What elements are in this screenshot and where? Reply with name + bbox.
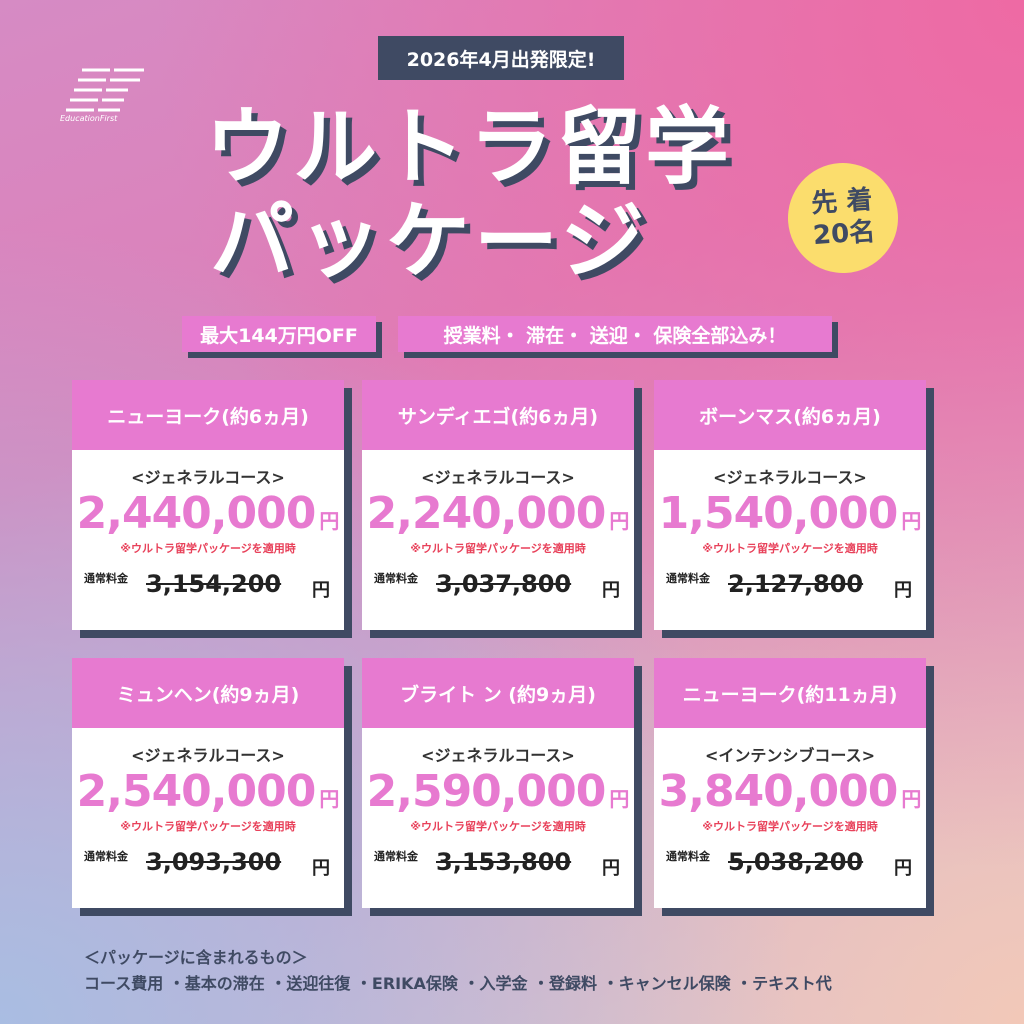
plan-price-yen: 円 [319,787,340,811]
plan-title: ブライト ン (約9ヵ月) [362,658,634,728]
regular-price-yen: 円 [602,580,620,601]
plan-course: <インテンシブコース> [704,746,875,765]
plan-price-yen: 円 [901,787,922,811]
plan-price: 2,540,000 [76,766,317,817]
plan-note: ※ウルトラ留学パッケージを適用時 [410,820,586,833]
regular-price-yen: 円 [894,580,912,601]
plan-price-yen: 円 [609,509,630,533]
plan-title: ニューヨーク(約6ヵ月) [72,380,344,450]
plan-title: サンディエゴ(約6ヵ月) [362,380,634,450]
plan-price-yen: 円 [901,509,922,533]
first-come-label: 先 着 [810,184,874,220]
ef-logo [66,68,144,112]
regular-price: 3,153,800 [436,848,572,876]
plan-title: ミュンヘン(約9ヵ月) [72,658,344,728]
plan-course: <ジェネラルコース> [131,468,285,487]
discount-tag: 最大144万円OFF [182,316,376,352]
regular-price-label: 通常料金 [666,850,710,863]
logo-tagline: EducationFirst [60,114,118,123]
plan-price: 2,240,000 [366,488,607,539]
included-tag: 授業料・ 滞在・ 送迎・ 保険全部込み！ [398,316,832,352]
plan-note: ※ウルトラ留学パッケージを適用時 [410,542,586,555]
plan-price-yen: 円 [319,509,340,533]
main-title-line1: ウルトラ留学 [205,98,734,196]
regular-price-label: 通常料金 [84,850,128,863]
plan-note: ※ウルトラ留学パッケージを適用時 [702,542,878,555]
regular-price: 3,154,200 [146,570,282,598]
first-come-badge: 先 着 20名 [784,159,902,277]
regular-price-label: 通常料金 [374,850,418,863]
plan-price: 3,840,000 [658,766,899,817]
main-title-line2: パッケージ [210,192,649,290]
plan-card: ニューヨーク(約6ヵ月) <ジェネラルコース> 2,440,000 円 ※ウルトラ… [72,380,344,630]
first-come-count: 20名 [812,216,877,252]
plan-price-yen: 円 [609,787,630,811]
regular-price: 3,037,800 [436,570,572,598]
plan-card: ボーンマス(約6ヵ月) <ジェネラルコース> 1,540,000 円 ※ウルトラ留… [654,380,926,630]
plan-course: <ジェネラルコース> [421,468,575,487]
plan-price: 1,540,000 [658,488,899,539]
plan-price: 2,590,000 [366,766,607,817]
included-items: コース費用 ・基本の滞在 ・送迎往復 ・ERIKA保険 ・入学金 ・登録料 ・キ… [84,974,832,993]
plan-card: ブライト ン (約9ヵ月) <ジェネラルコース> 2,590,000 円 ※ウルト… [362,658,634,908]
plan-title: ニューヨーク(約11ヵ月) [654,658,926,728]
regular-price-label: 通常料金 [666,572,710,585]
plan-course: <ジェネラルコース> [131,746,285,765]
regular-price-yen: 円 [602,858,620,879]
plan-card: ニューヨーク(約11ヵ月) <インテンシブコース> 3,840,000 円 ※ウル… [654,658,926,908]
regular-price-label: 通常料金 [374,572,418,585]
regular-price-yen: 円 [312,858,330,879]
plan-note: ※ウルトラ留学パッケージを適用時 [120,542,296,555]
regular-price: 5,038,200 [728,848,864,876]
plan-title: ボーンマス(約6ヵ月) [654,380,926,450]
regular-price-yen: 円 [894,858,912,879]
plan-card: サンディエゴ(約6ヵ月) <ジェネラルコース> 2,240,000 円 ※ウルトラ… [362,380,634,630]
regular-price: 3,093,300 [146,848,282,876]
plan-note: ※ウルトラ留学パッケージを適用時 [120,820,296,833]
plan-price: 2,440,000 [76,488,317,539]
plan-course: <ジェネラルコース> [421,746,575,765]
plan-card: ミュンヘン(約9ヵ月) <ジェネラルコース> 2,540,000 円 ※ウルトラ留… [72,658,344,908]
plan-course: <ジェネラルコース> [713,468,867,487]
departure-limited-badge: 2026年4月出発限定! [378,36,624,80]
plan-note: ※ウルトラ留学パッケージを適用時 [702,820,878,833]
included-heading: ＜パッケージに含まれるもの＞ [84,948,308,967]
regular-price-yen: 円 [312,580,330,601]
regular-price: 2,127,800 [728,570,864,598]
regular-price-label: 通常料金 [84,572,128,585]
